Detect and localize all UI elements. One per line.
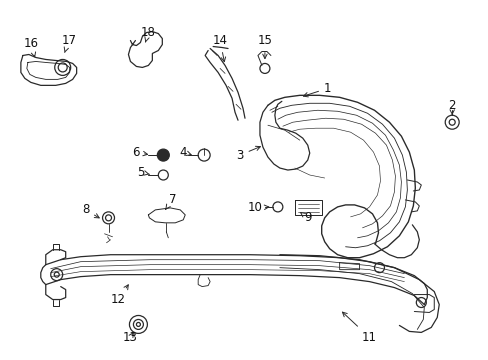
Text: 6: 6 <box>131 145 147 159</box>
Text: 9: 9 <box>300 211 311 224</box>
Text: 3: 3 <box>236 146 260 162</box>
Text: 11: 11 <box>342 312 376 344</box>
Text: 17: 17 <box>61 34 76 53</box>
Text: 7: 7 <box>165 193 176 209</box>
Text: 16: 16 <box>23 37 38 57</box>
Text: 13: 13 <box>123 331 138 344</box>
Text: 1: 1 <box>303 82 331 97</box>
Text: 4: 4 <box>179 145 191 159</box>
Text: 18: 18 <box>141 26 156 42</box>
Circle shape <box>157 149 169 161</box>
Text: 15: 15 <box>257 34 272 59</box>
Text: 2: 2 <box>447 99 455 115</box>
Text: 14: 14 <box>212 34 227 62</box>
Text: 10: 10 <box>247 201 268 215</box>
Text: 8: 8 <box>82 203 99 218</box>
Text: 12: 12 <box>111 285 128 306</box>
Text: 5: 5 <box>137 166 149 179</box>
